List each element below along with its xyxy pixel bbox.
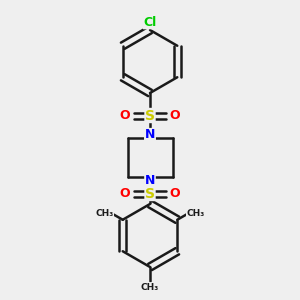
Text: Cl: Cl — [143, 16, 157, 29]
Text: CH₃: CH₃ — [141, 283, 159, 292]
Text: O: O — [169, 109, 180, 122]
Text: S: S — [145, 187, 155, 200]
Text: S: S — [145, 109, 155, 122]
Text: O: O — [120, 187, 130, 200]
Text: N: N — [145, 130, 155, 143]
Text: N: N — [145, 173, 155, 187]
Text: O: O — [169, 187, 180, 200]
Text: CH₃: CH₃ — [95, 208, 114, 217]
Text: O: O — [120, 109, 130, 122]
Text: CH₃: CH₃ — [186, 208, 205, 217]
Text: N: N — [145, 128, 155, 142]
